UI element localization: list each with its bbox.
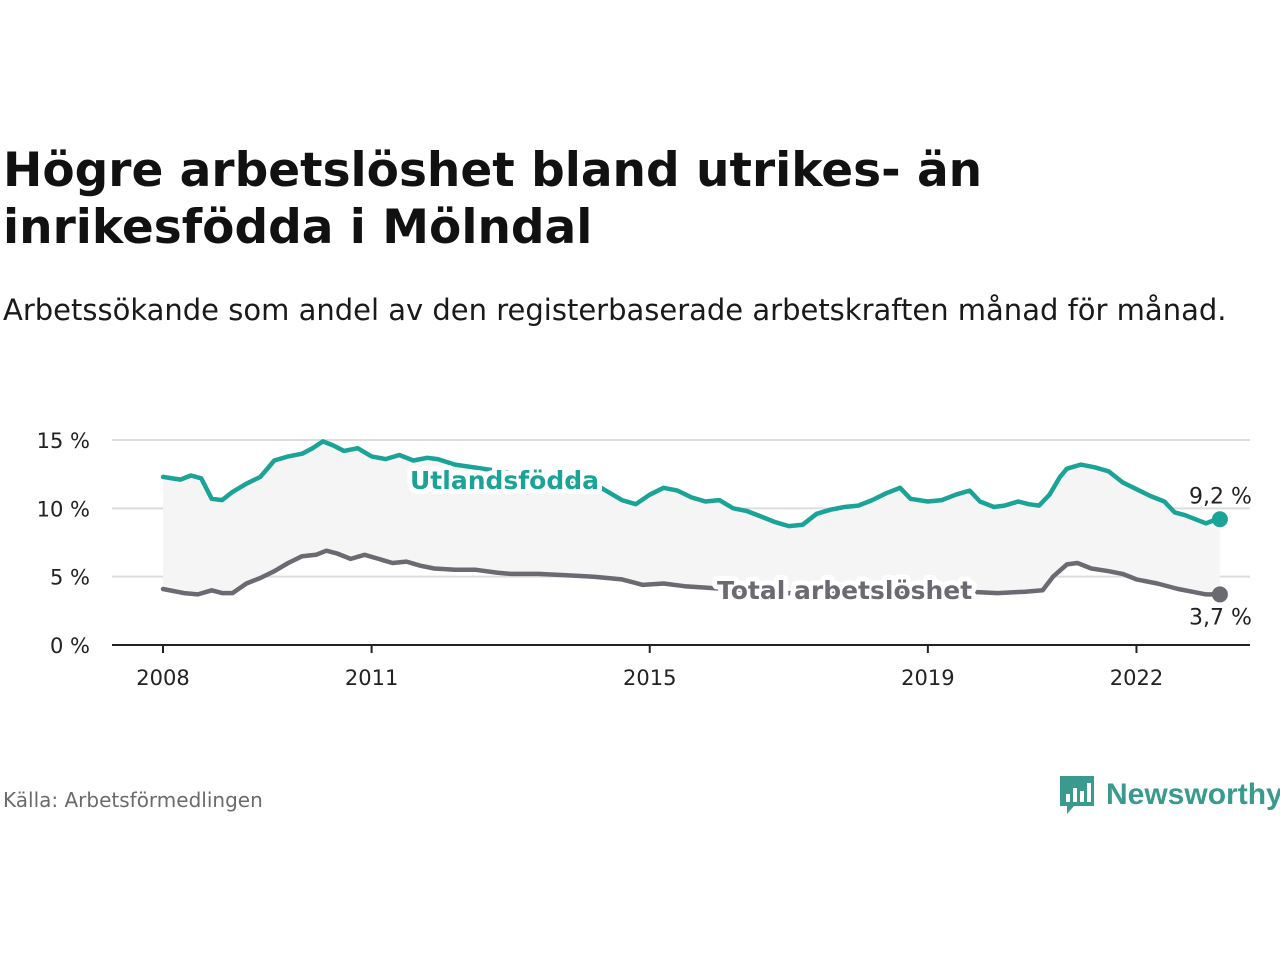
x-tick-label: 2015: [623, 666, 676, 690]
series-lines: [160, 439, 1228, 603]
line-chart: 0 % 5 % 10 % 15 % 2008 2011 2015 2019 2022 Utlan…: [37, 429, 1252, 690]
brand-name: Newsworthy: [1106, 778, 1280, 811]
x-tick-label: 2011: [345, 666, 398, 690]
axes: 0 % 5 % 10 % 15 % 2008 2011 2015 2019 2022: [37, 429, 1250, 690]
series-line-foreign: [160, 439, 1223, 529]
series-labels: Utlandsfödda Total arbetslöshet 9,2 % 3,7 %: [405, 461, 1252, 630]
x-tick-label: 2019: [901, 666, 954, 690]
chart-title: Högre arbetslöshet bland utrikes- än inr…: [3, 143, 983, 255]
source-note: Källa: Arbetsförmedlingen: [3, 788, 263, 812]
y-tick-label: 15 %: [37, 429, 90, 453]
y-tick-label: 10 %: [37, 497, 90, 521]
series-label-foreign: Utlandsfödda: [410, 466, 599, 495]
end-value-label-total: 3,7 %: [1189, 605, 1252, 630]
x-tick-label: 2022: [1110, 666, 1163, 690]
end-value-label-foreign: 9,2 %: [1189, 484, 1252, 509]
newsworthy-logo-icon: [1060, 776, 1094, 814]
end-marker-total: [1211, 586, 1228, 603]
range-band: [163, 441, 1220, 595]
brand-logo[interactable]: Newsworthy: [1058, 772, 1280, 818]
y-tick-label: 0 %: [50, 634, 90, 658]
series-label-total: Total arbetslöshet: [717, 576, 972, 605]
series-line-total: [160, 548, 1223, 597]
chart-subtitle: Arbetssökande som andel av den registerb…: [3, 293, 1227, 327]
y-tick-label: 5 %: [50, 566, 90, 590]
x-tick-label: 2008: [136, 666, 189, 690]
end-marker-foreign: [1211, 511, 1228, 528]
